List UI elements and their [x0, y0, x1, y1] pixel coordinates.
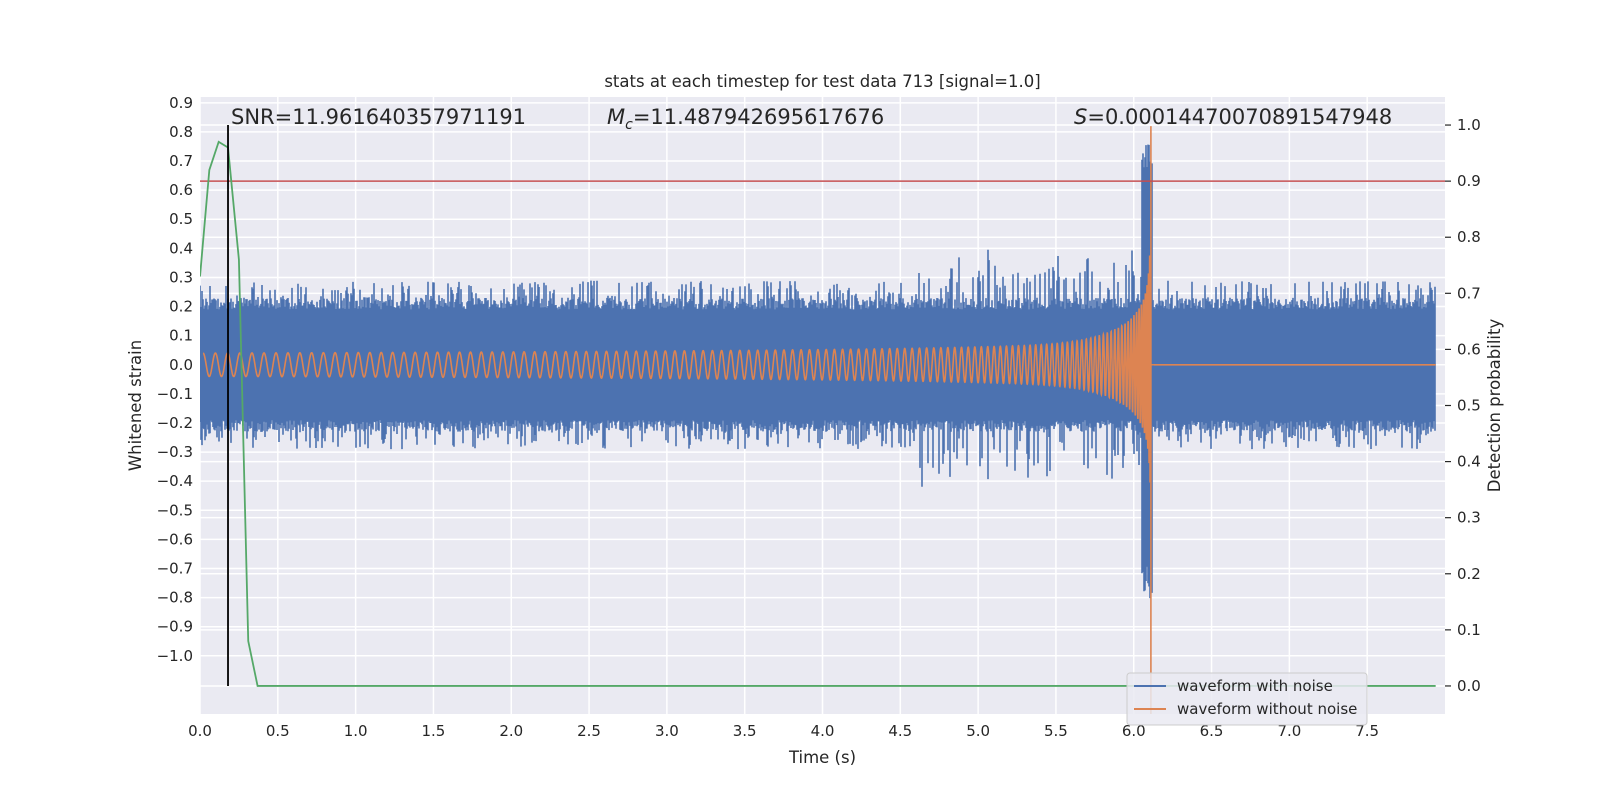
- x-tick-label: 0.5: [266, 722, 290, 740]
- mc-subscript: c: [625, 117, 633, 133]
- x-tick-label: 2.0: [499, 722, 523, 740]
- x-tick-label: 5.5: [1044, 722, 1068, 740]
- legend-box: [1126, 672, 1368, 726]
- snr-annotation: SNR=11.961640357971191: [231, 105, 526, 129]
- series-group: [200, 126, 1445, 714]
- x-tick-label: 3.5: [733, 722, 757, 740]
- x-tick-label: 1.5: [422, 722, 446, 740]
- x-tick-label: 6.5: [1200, 722, 1224, 740]
- y-tick-label: −0.5: [157, 501, 193, 519]
- mc-symbol: M: [607, 105, 625, 129]
- y-tick-label: −0.2: [157, 414, 193, 432]
- x-tick-label: 7.5: [1355, 722, 1379, 740]
- y2-tick-label: 0.0: [1457, 677, 1481, 695]
- chart-title: stats at each timestep for test data 713…: [604, 72, 1040, 91]
- legend: waveform with noise waveform without noi…: [1126, 672, 1368, 726]
- chirp-mass-annotation: Mc=11.487942695617676: [607, 105, 884, 133]
- y-tick-label: 0.3: [169, 268, 193, 286]
- x-axis-label: Time (s): [788, 748, 856, 767]
- y-tick-label: 0.9: [169, 94, 193, 112]
- y2-axis-label: Detection probability: [1485, 319, 1504, 493]
- x-tick-label: 3.0: [655, 722, 679, 740]
- y-tick-label: −0.9: [157, 618, 193, 636]
- y2-tick-label: 0.2: [1457, 565, 1481, 583]
- y-tick-label: 0.4: [169, 239, 193, 257]
- x-tick-label: 0.0: [188, 722, 212, 740]
- legend-label-without-noise: waveform without noise: [1177, 700, 1357, 718]
- y2-tick-label: 0.9: [1457, 172, 1481, 190]
- y2-tick-label: 0.5: [1457, 397, 1481, 415]
- y-tick-label: −0.7: [157, 559, 193, 577]
- x-tick-label: 4.0: [811, 722, 835, 740]
- y-tick-label: 0.1: [169, 327, 193, 345]
- y-tick-label: −0.1: [157, 385, 193, 403]
- y-tick-label: −1.0: [157, 647, 193, 665]
- x-tick-label: 4.5: [888, 722, 912, 740]
- x-tick-label: 6.0: [1122, 722, 1146, 740]
- x-tick-label: 5.0: [966, 722, 990, 740]
- mc-value: =11.487942695617676: [633, 105, 884, 129]
- y-axis-label: Whitened strain: [126, 340, 145, 471]
- y2-tick-label: 0.7: [1457, 284, 1481, 302]
- y-tick-label: 0.5: [169, 210, 193, 228]
- y-tick-label: 0.0: [169, 356, 193, 374]
- y2-tick-label: 0.6: [1457, 340, 1481, 358]
- legend-label-with-noise: waveform with noise: [1177, 677, 1333, 695]
- y-tick-label: 0.8: [169, 123, 193, 141]
- y2-tick-label: 1.0: [1457, 116, 1481, 134]
- s-value: =0.00014470070891547948: [1087, 105, 1392, 129]
- x-tick-label: 2.5: [577, 722, 601, 740]
- y-tick-label: 0.7: [169, 152, 193, 170]
- y2-tick-label: 0.8: [1457, 228, 1481, 246]
- y-tick-label: 0.2: [169, 298, 193, 316]
- y2-tick-label: 0.3: [1457, 509, 1481, 527]
- y2-tick-label: 0.1: [1457, 621, 1481, 639]
- y-tick-label: 0.6: [169, 181, 193, 199]
- y-tick-label: −0.8: [157, 589, 193, 607]
- x-tick-label: 7.0: [1277, 722, 1301, 740]
- y-tick-label: −0.6: [157, 530, 193, 548]
- series-waveform-without-noise: [202, 126, 1436, 714]
- data-layer: [200, 125, 1445, 714]
- axes: 0.0 0.5 1.0 1.5 2.0 2.5 3.0 3.5 4.0 4.5 5.0 5.5 6.0 6…: [157, 94, 1481, 740]
- significance-annotation: S=0.00014470070891547948: [1074, 105, 1392, 129]
- y-tick-label: −0.4: [157, 472, 193, 490]
- y2-tick-label: 0.4: [1457, 453, 1481, 471]
- series-detection-probability: [200, 140, 1436, 687]
- y-tick-label: −0.3: [157, 443, 193, 461]
- s-symbol: S: [1074, 105, 1087, 129]
- x-tick-label: 1.0: [344, 722, 368, 740]
